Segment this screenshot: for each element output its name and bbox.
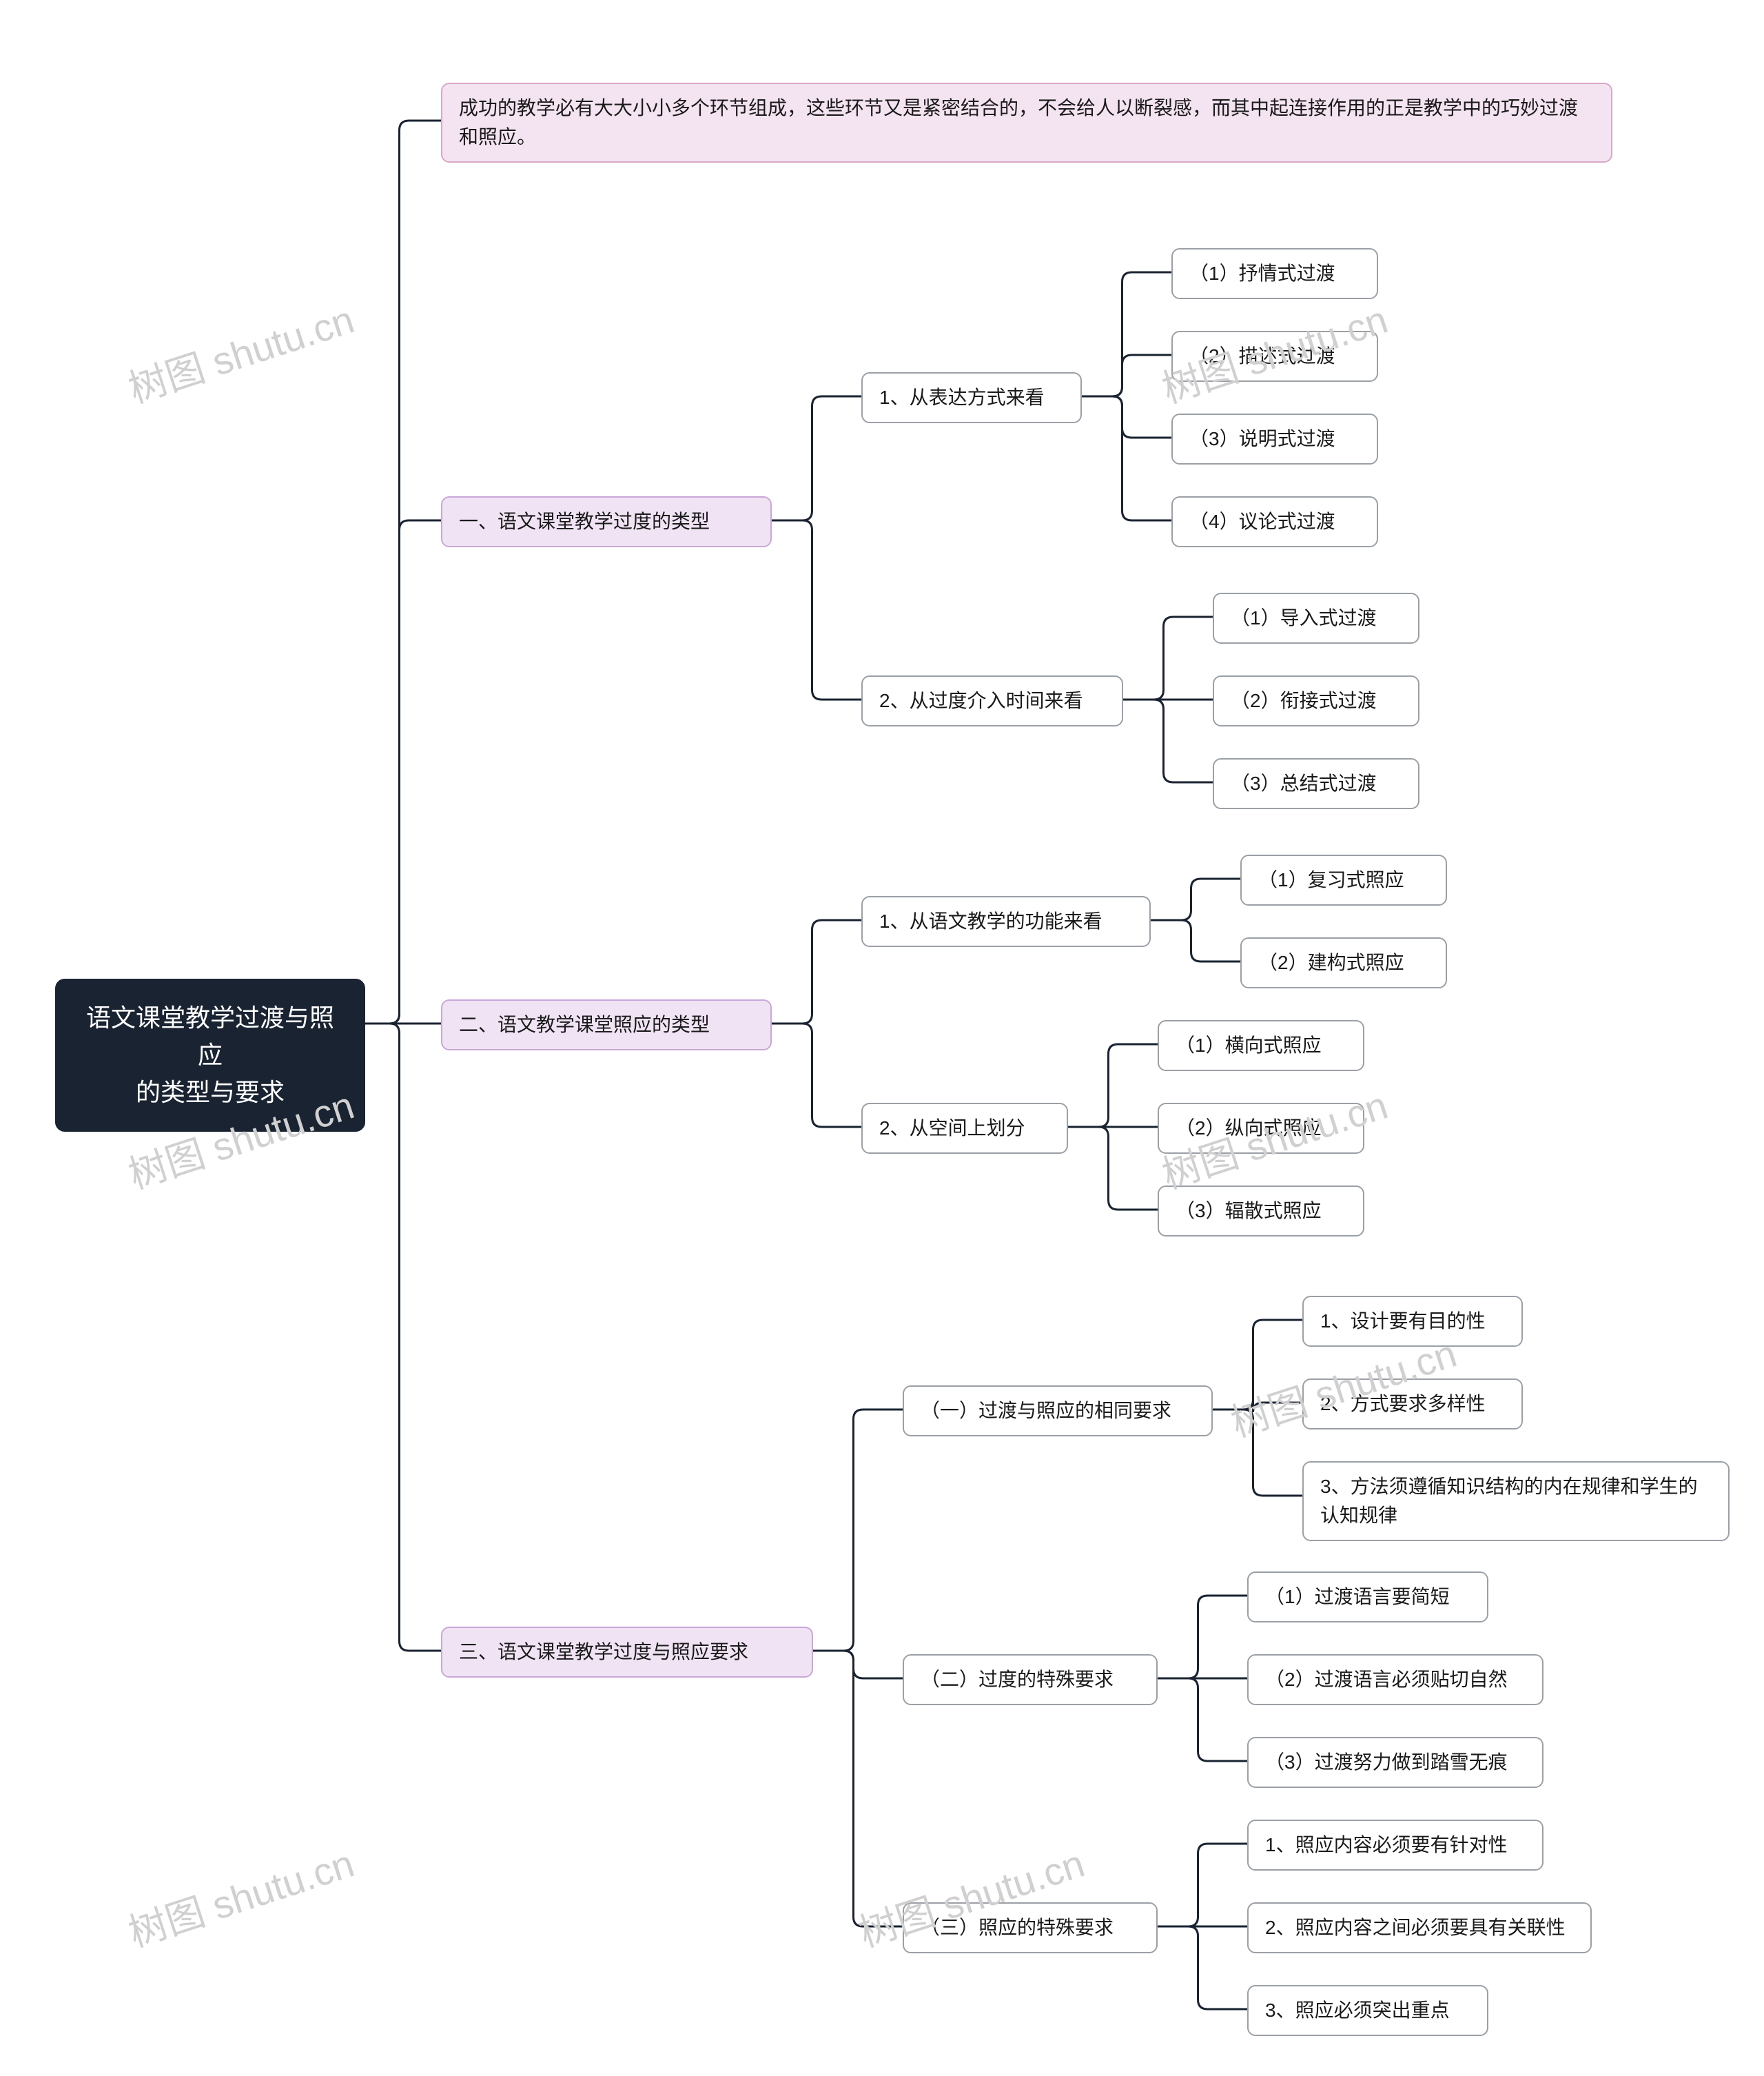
section-1-sub-2-item-3[interactable]: （3）总结式过渡 [1213, 758, 1419, 809]
root-node[interactable]: 语文课堂教学过渡与照应的类型与要求 [55, 979, 365, 1132]
section-1-sub-1-item-1[interactable]: （1）抒情式过渡 [1171, 248, 1378, 299]
section-3-sub-2-item-1[interactable]: （1）过渡语言要简短 [1247, 1571, 1488, 1622]
section-1-sub-2[interactable]: 2、从过度介入时间来看 [861, 675, 1123, 726]
section-3-sub-3-item-3[interactable]: 3、照应必须突出重点 [1247, 1985, 1488, 2036]
intro-node[interactable]: 成功的教学必有大大小小多个环节组成，这些环节又是紧密结合的，不会给人以断裂感，而… [441, 83, 1612, 163]
watermark: 树图 shutu.cn [121, 289, 360, 414]
section-3-sub-1-item-3[interactable]: 3、方法须遵循知识结构的内在规律和学生的认知规律 [1302, 1461, 1730, 1541]
section-2-sub-2[interactable]: 2、从空间上划分 [861, 1103, 1068, 1154]
section-1-sub-2-item-1[interactable]: （1）导入式过渡 [1213, 593, 1419, 644]
section-1-sub-1-item-3[interactable]: （3）说明式过渡 [1171, 414, 1378, 465]
section-2-sub-2-item-1[interactable]: （1）横向式照应 [1158, 1020, 1364, 1071]
section-3-sub-1-item-2[interactable]: 2、方式要求多样性 [1302, 1378, 1523, 1429]
section-3[interactable]: 三、语文课堂教学过度与照应要求 [441, 1627, 813, 1678]
section-2-sub-1[interactable]: 1、从语文教学的功能来看 [861, 896, 1151, 947]
section-2-sub-1-item-2[interactable]: （2）建构式照应 [1240, 937, 1447, 988]
section-3-sub-1-item-1[interactable]: 1、设计要有目的性 [1302, 1296, 1523, 1347]
section-2-sub-1-item-1[interactable]: （1）复习式照应 [1240, 855, 1447, 906]
section-3-sub-3[interactable]: （三）照应的特殊要求 [903, 1902, 1158, 1953]
mindmap-canvas: 语文课堂教学过渡与照应的类型与要求 成功的教学必有大大小小多个环节组成，这些环节又… [0, 0, 1764, 2076]
section-3-sub-2[interactable]: （二）过度的特殊要求 [903, 1654, 1158, 1705]
section-2-sub-2-item-3[interactable]: （3）辐散式照应 [1158, 1185, 1364, 1237]
section-3-sub-2-item-3[interactable]: （3）过渡努力做到踏雪无痕 [1247, 1737, 1544, 1788]
section-3-sub-2-item-2[interactable]: （2）过渡语言必须贴切自然 [1247, 1654, 1544, 1705]
section-3-sub-3-item-1[interactable]: 1、照应内容必须要有针对性 [1247, 1820, 1544, 1871]
section-1-sub-1[interactable]: 1、从表达方式来看 [861, 372, 1082, 423]
watermark: 树图 shutu.cn [121, 1833, 360, 1958]
section-2-sub-2-item-2[interactable]: （2）纵向式照应 [1158, 1103, 1364, 1154]
section-3-sub-1[interactable]: （一）过渡与照应的相同要求 [903, 1385, 1213, 1436]
section-1-sub-1-item-2[interactable]: （2）描述式过渡 [1171, 331, 1378, 382]
section-2[interactable]: 二、语文教学课堂照应的类型 [441, 999, 772, 1050]
section-1[interactable]: 一、语文课堂教学过度的类型 [441, 496, 772, 547]
section-1-sub-1-item-4[interactable]: （4）议论式过渡 [1171, 496, 1378, 547]
section-1-sub-2-item-2[interactable]: （2）衔接式过渡 [1213, 675, 1419, 726]
section-3-sub-3-item-2[interactable]: 2、照应内容之间必须要具有关联性 [1247, 1902, 1592, 1953]
